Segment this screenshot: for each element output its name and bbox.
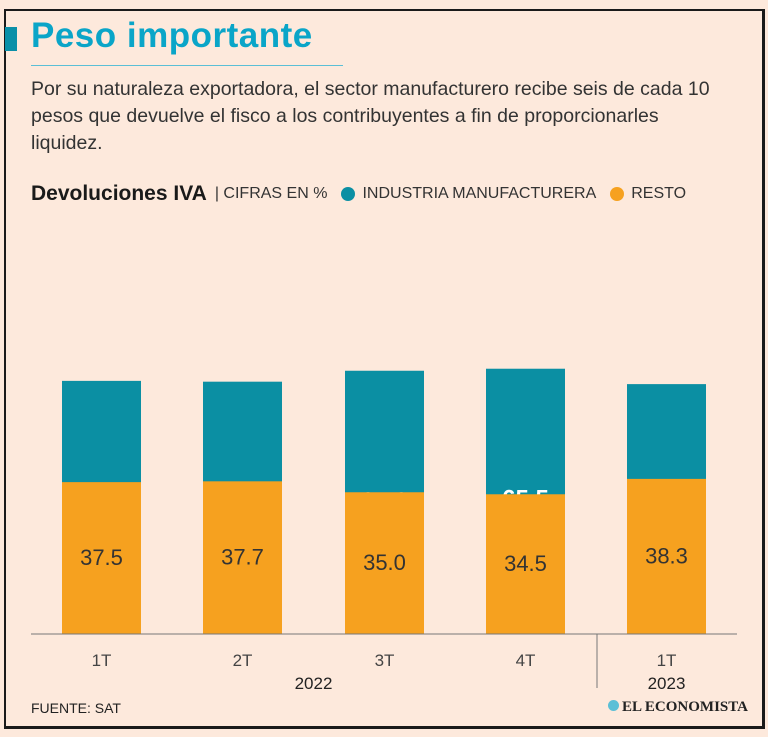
x-tick-label: 2T bbox=[233, 651, 253, 670]
title-marker bbox=[5, 27, 17, 51]
bar-resto bbox=[486, 494, 565, 634]
logo-text: EL ECONOMISTA bbox=[622, 699, 748, 715]
x-tick-label: 1T bbox=[657, 651, 677, 670]
bar-resto bbox=[203, 481, 282, 634]
year-label: 2023 bbox=[648, 674, 686, 693]
source: FUENTE: SAT bbox=[31, 700, 121, 716]
data-label: 35.0 bbox=[363, 550, 406, 575]
data-label: 38.3 bbox=[645, 543, 688, 568]
data-label: 37.7 bbox=[221, 545, 264, 570]
x-tick-label: 1T bbox=[92, 651, 112, 670]
bar-resto bbox=[627, 478, 706, 634]
title-rule bbox=[31, 65, 343, 66]
bar-resto bbox=[345, 492, 424, 634]
data-label: 37.5 bbox=[80, 545, 123, 570]
legend-dot-industria bbox=[341, 187, 356, 201]
legend: Devoluciones IVA | CIFRAS EN % INDUSTRIA… bbox=[31, 182, 686, 206]
data-label: 34.5 bbox=[504, 551, 547, 576]
legend-label-resto: RESTO bbox=[631, 185, 687, 202]
subtitle: Por su naturaleza exportadora, el sector… bbox=[31, 78, 710, 154]
chart-title: Devoluciones IVA bbox=[31, 182, 207, 205]
unit-note: | CIFRAS EN % bbox=[214, 185, 328, 202]
x-tick-label: 4T bbox=[516, 651, 536, 670]
logo-icon bbox=[608, 700, 619, 711]
legend-dot-resto bbox=[610, 187, 625, 201]
x-tick-label: 3T bbox=[375, 651, 395, 670]
legend-label-industria: INDUSTRIA MANUFACTURERA bbox=[362, 185, 597, 202]
logo: EL ECONOMISTA bbox=[608, 699, 748, 716]
bar-resto bbox=[62, 482, 141, 634]
frame bbox=[4, 9, 765, 729]
year-label: 2022 bbox=[295, 674, 333, 693]
page-title: Peso importante bbox=[31, 16, 313, 55]
